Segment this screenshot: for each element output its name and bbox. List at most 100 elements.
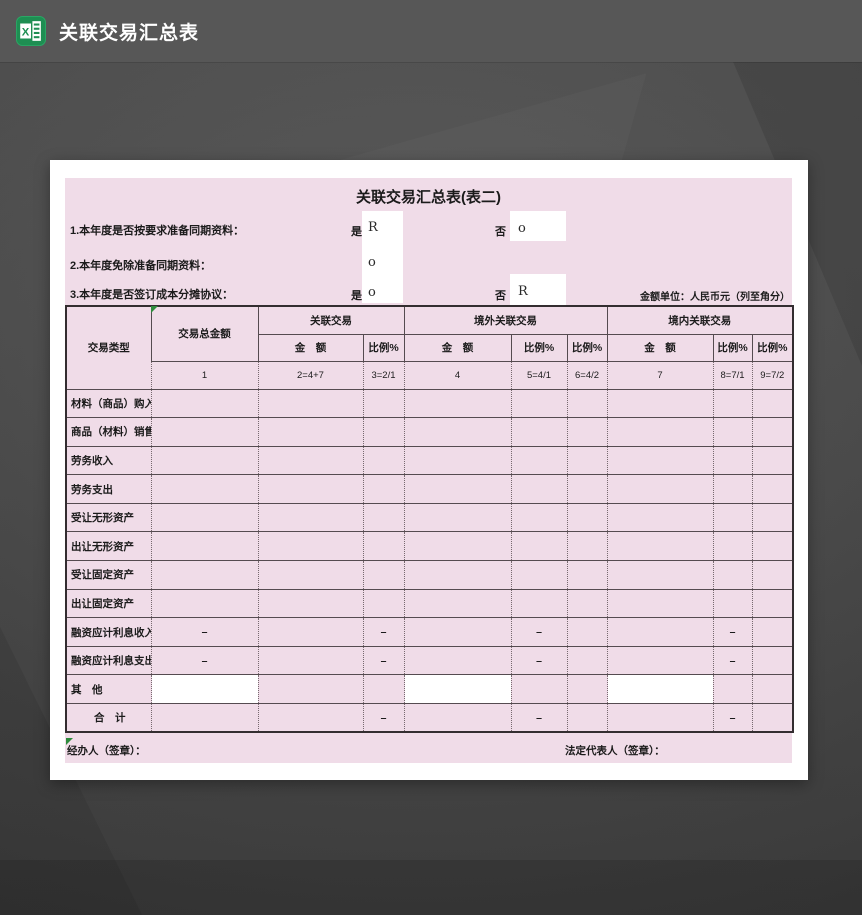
cell xyxy=(403,617,511,647)
row-label: 其 他 xyxy=(65,674,151,704)
cell xyxy=(751,703,794,733)
table-row: 其 他 xyxy=(65,674,794,704)
question-1-no-value[interactable]: o xyxy=(518,221,526,236)
cell xyxy=(362,588,404,618)
cell xyxy=(403,560,511,590)
question-3-yes-label: 是 xyxy=(351,290,362,302)
cell xyxy=(150,560,258,590)
cell xyxy=(751,388,794,418)
question-1-no-input[interactable] xyxy=(510,211,566,241)
cell xyxy=(712,531,753,561)
question-3-no-input[interactable] xyxy=(510,274,566,305)
cell xyxy=(751,617,794,647)
question-2-value[interactable]: o xyxy=(368,255,376,270)
cell xyxy=(257,703,363,733)
cell xyxy=(403,703,511,733)
form-title: 关联交易汇总表(表二) xyxy=(356,189,501,206)
row-label: 材料（商品）购入 xyxy=(65,388,151,418)
header-number-row: 1 2=4+7 3=2/1 4 5=4/1 6=4/2 7 8=7/1 9=7/… xyxy=(66,360,794,389)
row-label: 融资应计利息支出 xyxy=(65,645,151,675)
cell xyxy=(403,417,511,447)
table-row: 材料（商品）购入 xyxy=(65,388,794,418)
col-ratio: 比例% xyxy=(712,333,753,361)
table-row: 受让无形资产 xyxy=(65,502,794,532)
header-group-row: 交易类型 交易总金额 关联交易 境外关联交易 境内关联交易 xyxy=(65,305,794,389)
cell: – xyxy=(362,703,404,733)
cell xyxy=(712,674,753,704)
input-cell[interactable] xyxy=(403,674,511,704)
question-1-yes-value[interactable]: R xyxy=(368,220,378,235)
cell xyxy=(510,674,567,704)
group-related: 关联交易 xyxy=(257,305,404,334)
cell xyxy=(510,560,567,590)
question-1-no-label: 否 xyxy=(495,226,506,238)
cell xyxy=(566,617,608,647)
cell xyxy=(257,417,363,447)
cell xyxy=(606,502,714,532)
cell xyxy=(566,388,608,418)
table-row: 出让无形资产 xyxy=(65,531,794,561)
col-ratio: 比例% xyxy=(751,333,794,361)
cell xyxy=(606,531,714,561)
cell xyxy=(566,417,608,447)
cell xyxy=(712,560,753,590)
row-label: 融资应计利息收入 xyxy=(65,617,151,647)
cell: – xyxy=(362,645,404,675)
col-ratio: 比例% xyxy=(566,333,608,361)
cell: – xyxy=(510,617,567,647)
spreadsheet: 关联交易汇总表(表二) 1.本年度是否按要求准备同期资料： 是 R 否 o 2.… xyxy=(65,178,795,763)
cell xyxy=(150,445,258,475)
cell xyxy=(751,417,794,447)
cell xyxy=(150,703,258,733)
cell xyxy=(566,474,608,504)
cell xyxy=(566,502,608,532)
cell xyxy=(362,388,404,418)
col-transaction-type: 交易类型 xyxy=(65,305,151,389)
question-1-yes-label: 是 xyxy=(351,226,362,238)
svg-text:X: X xyxy=(22,26,30,38)
cell xyxy=(362,674,404,704)
cell xyxy=(606,474,714,504)
question-2-label: 2.本年度免除准备同期资料： xyxy=(70,260,212,272)
cell-error-indicator xyxy=(66,738,73,745)
cell xyxy=(751,588,794,618)
background-facet xyxy=(0,860,862,915)
cell xyxy=(362,531,404,561)
col-number: 5=4/1 xyxy=(510,360,567,389)
cell xyxy=(362,417,404,447)
header-sub-row: 金 额 比例% 金 额 比例% 比例% 金 额 比例% 比例% xyxy=(66,333,794,361)
cell xyxy=(566,588,608,618)
cell xyxy=(510,588,567,618)
cell xyxy=(712,474,753,504)
row-label: 受让固定资产 xyxy=(65,560,151,590)
group-domestic: 境内关联交易 xyxy=(606,305,794,334)
cell xyxy=(712,445,753,475)
cell xyxy=(150,588,258,618)
cell xyxy=(403,502,511,532)
cell xyxy=(606,445,714,475)
cell xyxy=(257,674,363,704)
cell xyxy=(751,560,794,590)
cell xyxy=(606,417,714,447)
cell xyxy=(150,474,258,504)
currency-unit-note: 金额单位：人民币元（列至角分） xyxy=(640,292,790,303)
col-number: 4 xyxy=(403,360,511,389)
cell xyxy=(566,674,608,704)
cell xyxy=(566,703,608,733)
question-3-no-value[interactable]: R xyxy=(518,284,528,299)
cell: – xyxy=(150,645,258,675)
cell xyxy=(257,531,363,561)
input-cell[interactable] xyxy=(606,674,714,704)
cell: – xyxy=(510,645,567,675)
cell xyxy=(606,703,714,733)
answer-input-column[interactable] xyxy=(362,211,403,303)
question-3-yes-value[interactable]: o xyxy=(368,285,376,300)
col-number: 9=7/2 xyxy=(751,360,794,389)
cell xyxy=(606,560,714,590)
input-cell[interactable] xyxy=(150,674,258,704)
signature-legal-rep-label: 法定代表人（签章）： xyxy=(565,745,665,757)
col-number: 3=2/1 xyxy=(362,360,404,389)
cell xyxy=(566,560,608,590)
col-number: 8=7/1 xyxy=(712,360,753,389)
